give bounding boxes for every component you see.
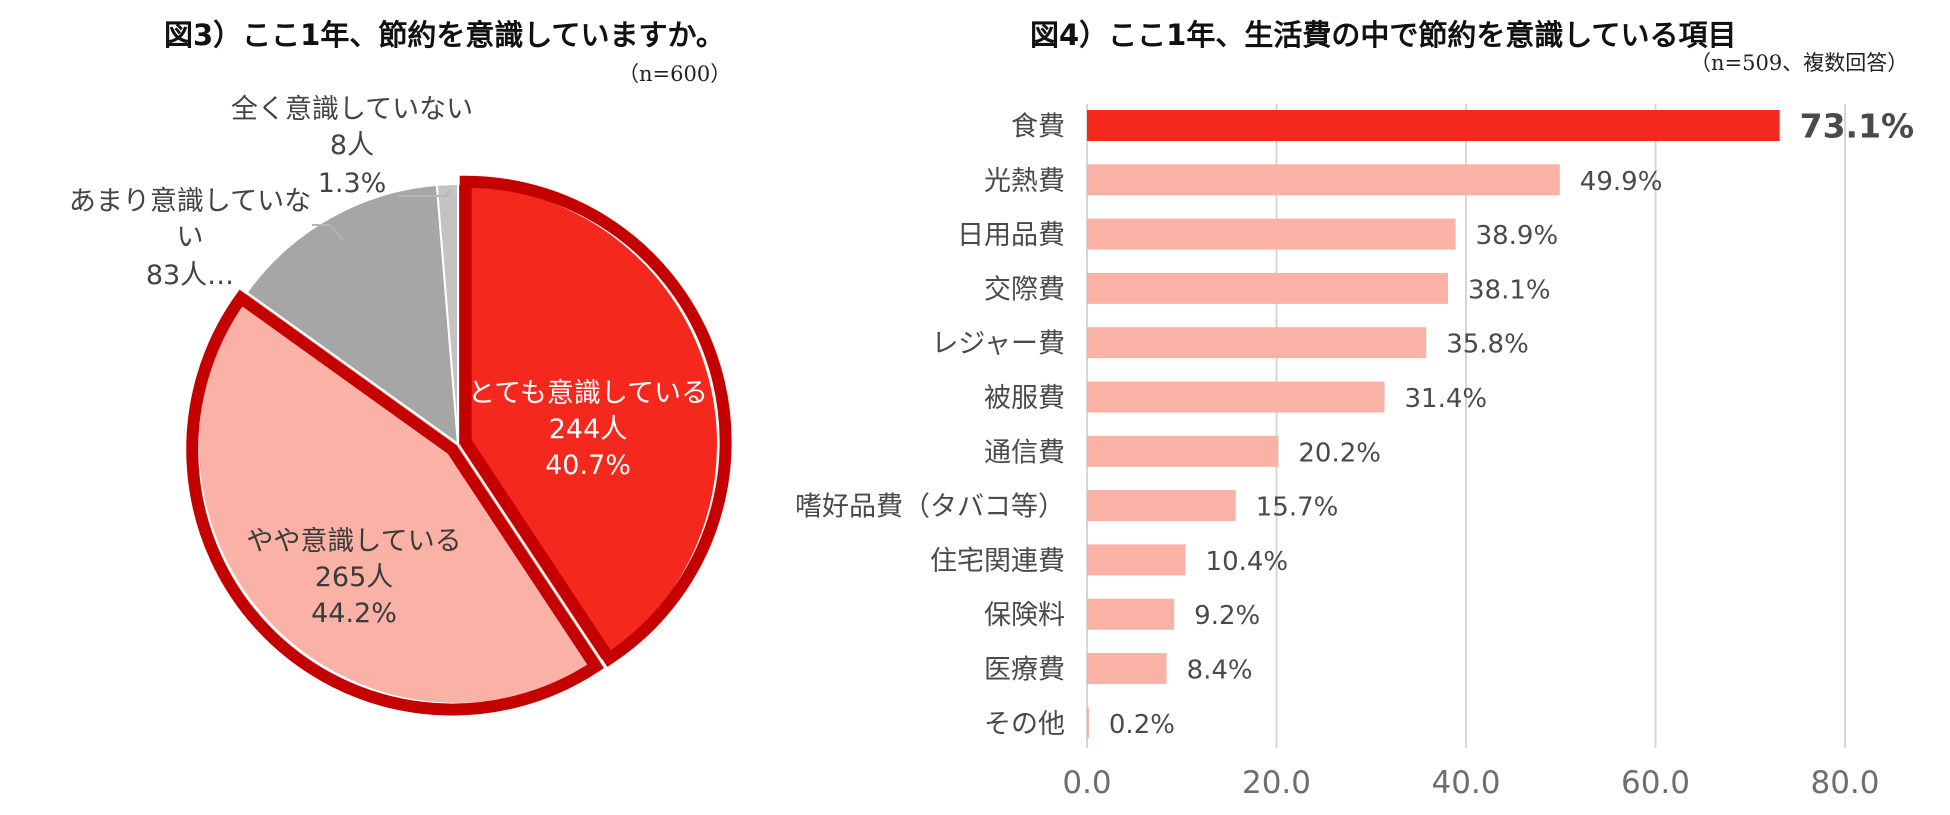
bar-10 [1087,598,1175,630]
pie-chart: とても意識している 244人 40.7% やや意識している 265人 44.2% あまり意識… [69,94,732,716]
pie-label-4-line-3: 1.3% [318,168,387,199]
y-category-label-8: 嗜好品費（タバコ等） [795,492,1065,523]
bar-value-label-3: 38.9% [1476,221,1559,251]
x-tick-label-5: 80.0 [1810,765,1879,801]
pie-leader-line-3 [312,224,344,241]
bar-2 [1087,164,1560,196]
bar-value-label-11: 8.4% [1187,656,1253,686]
bar-value-label-8: 15.7% [1256,493,1339,523]
bar-11 [1087,653,1167,684]
pie-label-1-line-1: とても意識している [468,378,708,409]
pie-label-3-line-1: あまり意識していな [69,186,311,217]
y-category-label-6: 被服費 [984,383,1065,414]
pie-sample-note: （n=600） [618,62,732,86]
pie-slice-4 [435,182,459,445]
pie-title: 図3）ここ1年、節約を意識していますか。 [164,18,725,52]
bar-value-label-4: 38.1% [1468,275,1551,305]
bar-value-label-5: 35.8% [1446,330,1529,360]
pie-panel: 図3）ここ1年、節約を意識していますか。 （n=600） とても意識している 24… [0,0,780,815]
bar-value-label-2: 49.9% [1580,167,1663,197]
y-category-label-11: 医療費 [984,655,1065,686]
y-category-label-2: 光熱費 [984,166,1065,197]
bar-value-label-7: 20.2% [1298,438,1381,468]
bar-6 [1087,381,1385,413]
y-category-label-12: その他 [984,709,1065,740]
pie-label-3-line-2: い [177,222,204,253]
bar-7 [1087,435,1279,467]
y-category-label-1: 食費 [1011,112,1065,143]
bar-9 [1087,544,1186,576]
y-category-label-10: 保険料 [984,600,1065,631]
bar-title: 図4）ここ1年、生活費の中で節約を意識している項目 [1030,18,1737,52]
bar-5 [1087,327,1427,359]
bar-chart: 0.0 20.0 40.0 60.0 80.0 食費 73.1% 光熱費 49.9% 日用品費 38… [795,104,1915,801]
x-tick-label-1: 0.0 [1062,765,1111,801]
pie-slice-3 [245,183,460,447]
pie-label-2-line-2: 265人 [315,562,394,593]
pie-label-4-line-1: 全く意識していない [231,94,473,125]
bar-4 [1087,272,1448,304]
bar-8 [1087,490,1236,522]
bar-12 [1087,707,1089,739]
pie-highlight-border-1 [459,175,732,667]
bar-value-label-10: 9.2% [1194,601,1260,631]
pie-label-2-line-1: やや意識している [246,526,461,557]
pie-label-2-line-3: 44.2% [311,598,397,629]
bar-panel: 図4）ここ1年、生活費の中で節約を意識している項目 （n=509、複数回答） 0… [780,0,1950,815]
y-category-label-7: 通信費 [984,437,1065,468]
pie-highlight-border-2 [186,289,604,716]
pie-label-4-line-2: 8人 [330,130,374,161]
bar-value-label-9: 10.4% [1206,547,1289,577]
bar-3 [1087,218,1456,250]
pie-leader-line-4 [398,189,451,197]
x-tick-label-4: 60.0 [1621,765,1690,801]
bar-value-label-6: 31.4% [1405,384,1488,414]
bar-1 [1087,110,1780,141]
y-category-label-3: 日用品費 [957,220,1065,251]
bar-value-label-12: 0.2% [1109,710,1175,740]
pie-label-1-line-2: 244人 [549,414,628,445]
bar-sample-note: （n=509、複数回答） [1690,51,1909,75]
x-tick-label-3: 40.0 [1431,765,1500,801]
pie-label-3-line-3: 83人… [146,260,234,291]
bar-value-label-1: 73.1% [1800,107,1915,146]
y-category-label-9: 住宅関連費 [930,546,1065,577]
pie-label-1-line-3: 40.7% [545,450,631,481]
y-category-label-4: 交際費 [984,274,1065,305]
x-tick-label-2: 20.0 [1242,765,1311,801]
y-category-label-5: レジャー費 [931,329,1065,360]
